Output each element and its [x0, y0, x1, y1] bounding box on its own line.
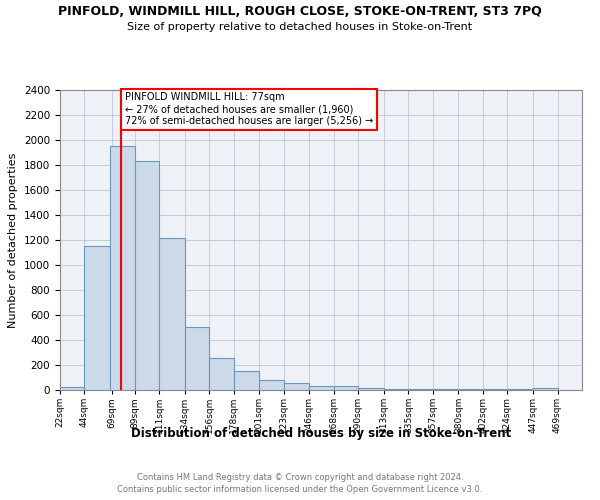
- Bar: [159, 238, 185, 390]
- Text: Contains HM Land Registry data © Crown copyright and database right 2024.: Contains HM Land Registry data © Crown c…: [137, 472, 463, 482]
- Bar: [334, 386, 358, 390]
- Text: PINFOLD WINDMILL HILL: 77sqm
← 27% of detached houses are smaller (1,960)
72% of: PINFOLD WINDMILL HILL: 77sqm ← 27% of de…: [125, 92, 373, 126]
- Bar: [409, 389, 433, 390]
- Bar: [110, 146, 134, 390]
- Bar: [533, 388, 557, 390]
- Bar: [185, 327, 209, 390]
- Text: Size of property relative to detached houses in Stoke-on-Trent: Size of property relative to detached ho…: [127, 22, 473, 32]
- Bar: [85, 246, 110, 390]
- Bar: [233, 371, 259, 390]
- Bar: [134, 161, 159, 390]
- Bar: [310, 386, 334, 390]
- Text: Distribution of detached houses by size in Stoke-on-Trent: Distribution of detached houses by size …: [131, 428, 511, 440]
- Bar: [259, 380, 284, 390]
- Bar: [284, 383, 310, 390]
- Text: PINFOLD, WINDMILL HILL, ROUGH CLOSE, STOKE-ON-TRENT, ST3 7PQ: PINFOLD, WINDMILL HILL, ROUGH CLOSE, STO…: [58, 5, 542, 18]
- Bar: [384, 389, 409, 390]
- Bar: [358, 388, 384, 390]
- Text: Contains public sector information licensed under the Open Government Licence v3: Contains public sector information licen…: [118, 485, 482, 494]
- Bar: [60, 387, 85, 390]
- Y-axis label: Number of detached properties: Number of detached properties: [8, 152, 19, 328]
- Bar: [209, 358, 233, 390]
